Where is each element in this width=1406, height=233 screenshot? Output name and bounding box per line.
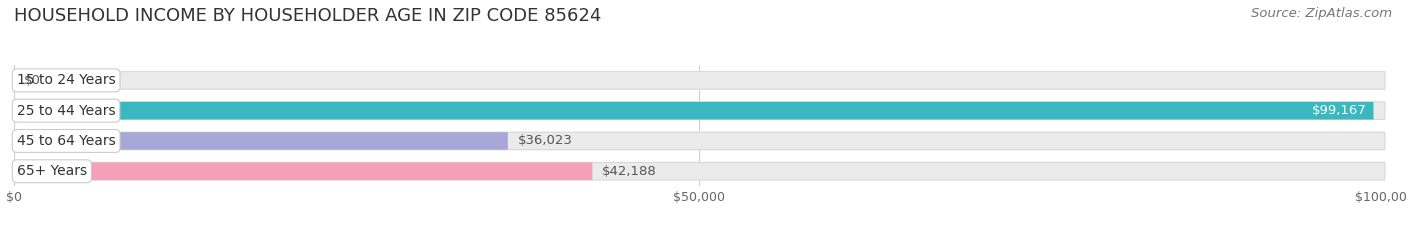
FancyBboxPatch shape	[14, 102, 1385, 120]
Text: 25 to 44 Years: 25 to 44 Years	[17, 104, 115, 118]
Text: $0: $0	[24, 74, 41, 87]
Text: $42,188: $42,188	[602, 165, 657, 178]
FancyBboxPatch shape	[14, 72, 1385, 89]
Text: HOUSEHOLD INCOME BY HOUSEHOLDER AGE IN ZIP CODE 85624: HOUSEHOLD INCOME BY HOUSEHOLDER AGE IN Z…	[14, 7, 602, 25]
FancyBboxPatch shape	[14, 132, 508, 150]
FancyBboxPatch shape	[14, 132, 1385, 150]
Text: 15 to 24 Years: 15 to 24 Years	[17, 73, 115, 87]
FancyBboxPatch shape	[14, 162, 592, 180]
Text: 65+ Years: 65+ Years	[17, 164, 87, 178]
FancyBboxPatch shape	[14, 162, 1385, 180]
FancyBboxPatch shape	[14, 102, 1374, 120]
Text: $99,167: $99,167	[1312, 104, 1367, 117]
Text: $36,023: $36,023	[517, 134, 572, 147]
Text: 45 to 64 Years: 45 to 64 Years	[17, 134, 115, 148]
Text: Source: ZipAtlas.com: Source: ZipAtlas.com	[1251, 7, 1392, 20]
